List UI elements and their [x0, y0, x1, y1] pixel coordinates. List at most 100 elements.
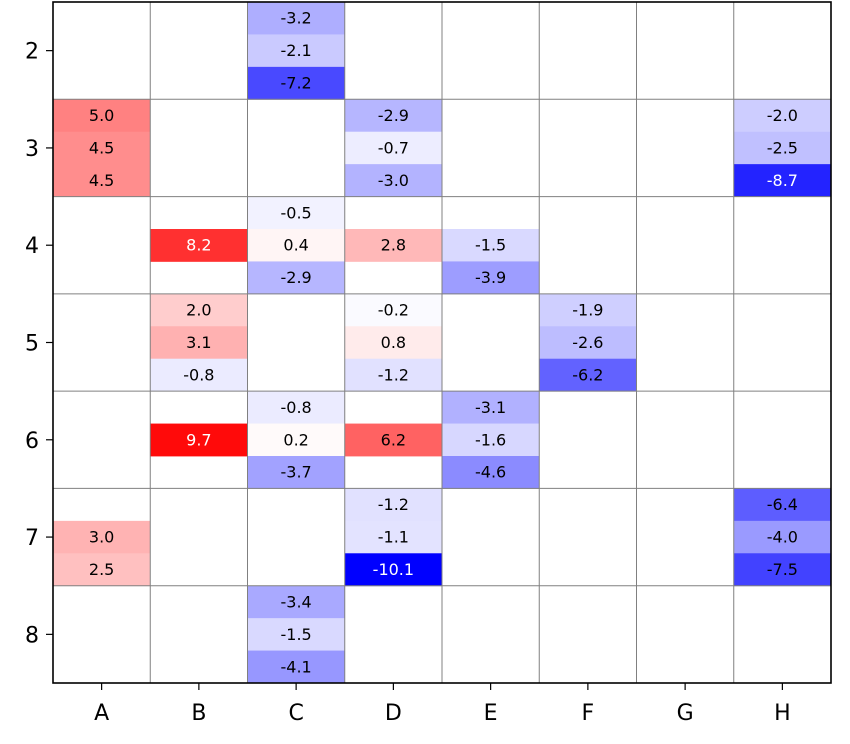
- cell-value-label: -6.4: [767, 495, 798, 514]
- x-tick-label: C: [288, 701, 303, 726]
- heatmap-cell: [442, 261, 540, 295]
- heatmap-cell: [247, 261, 345, 295]
- cell-value-label: -8.7: [767, 171, 798, 190]
- x-tick-label: E: [484, 701, 498, 726]
- cell-value-label: -0.5: [281, 203, 312, 222]
- cell-value-label: -2.9: [281, 268, 312, 287]
- heatmap-cell: [247, 456, 345, 489]
- heatmap-cell: [150, 293, 248, 327]
- cell-value-label: 3.0: [89, 528, 114, 547]
- heatmap-cell: [344, 553, 442, 587]
- heatmap-cell: [53, 99, 151, 133]
- cell-value-label: -0.2: [378, 301, 409, 320]
- heatmap-cell: [733, 164, 831, 197]
- cell-value-label: -3.1: [475, 398, 506, 417]
- heatmap-cell: [344, 488, 442, 522]
- heatmap-cell: [442, 229, 540, 262]
- y-tick-label: 4: [25, 234, 39, 259]
- cell-value-label: -2.9: [378, 106, 409, 125]
- x-axis-ticks: A B C D E F G H: [94, 683, 791, 726]
- heatmap-cell: [344, 131, 442, 165]
- grid-lines: [53, 2, 831, 683]
- cell-value-label: 8.2: [186, 236, 211, 255]
- cell-value-label: -4.1: [281, 657, 312, 676]
- heatmap-cell: [344, 99, 442, 133]
- heatmap-cell: [53, 164, 151, 197]
- heatmap-cell: [733, 99, 831, 133]
- cell-value-label: -1.9: [572, 301, 603, 320]
- heatmap-cell: [539, 358, 637, 392]
- cell-value-label: -10.1: [373, 560, 414, 579]
- cell-value-label: 2.0: [186, 301, 211, 320]
- heatmap-cell: [344, 229, 442, 262]
- x-tick-label: A: [94, 701, 109, 726]
- heatmap-cell: [733, 553, 831, 587]
- heatmap-cell: [344, 520, 442, 554]
- heatmap-cell: [53, 131, 151, 165]
- heatmap-cell: [53, 553, 151, 587]
- cells-layer: [53, 2, 831, 684]
- cell-value-label: 2.5: [89, 560, 114, 579]
- heatmap-cell: [733, 131, 831, 165]
- heatmap-cell: [344, 358, 442, 392]
- cell-value-label: 3.1: [186, 333, 211, 352]
- cell-labels: -3.2 -2.1 -7.2 5.0 4.5 4.5 -2.9 -0.7 -3.0 -2.0 -2.…: [89, 9, 798, 677]
- heatmap-cell: [150, 423, 248, 457]
- cell-value-label: -6.2: [572, 365, 603, 384]
- y-axis-ticks: 2 3 4 5 6 7 8: [25, 40, 53, 648]
- heatmap-cell: [442, 391, 540, 424]
- cell-value-label: 9.7: [186, 430, 211, 449]
- x-tick-label: B: [191, 701, 206, 726]
- y-tick-label: 8: [25, 623, 39, 648]
- cell-value-label: 0.4: [283, 236, 308, 255]
- cell-value-label: -1.2: [378, 365, 409, 384]
- heatmap-cell: [344, 164, 442, 197]
- cell-value-label: -3.9: [475, 268, 506, 287]
- heatmap-cell: [150, 229, 248, 262]
- heatmap-cell: [150, 358, 248, 392]
- x-tick-label: F: [582, 701, 595, 726]
- heatmap-cell: [344, 293, 442, 327]
- cell-value-label: -3.2: [281, 9, 312, 28]
- cell-value-label: 0.8: [381, 333, 406, 352]
- heatmap-cell: [733, 488, 831, 522]
- cell-value-label: 4.5: [89, 138, 114, 157]
- heatmap-cell: [344, 423, 442, 457]
- cell-value-label: -2.1: [281, 41, 312, 60]
- heatmap-cell: [247, 66, 345, 100]
- heatmap-cell: [344, 326, 442, 360]
- heatmap-cell: [247, 618, 345, 651]
- heatmap-cell: [150, 326, 248, 360]
- cell-value-label: -4.6: [475, 463, 506, 482]
- y-tick-label: 7: [25, 526, 39, 551]
- heatmap-cell: [247, 650, 345, 684]
- cell-value-label: -0.7: [378, 138, 409, 157]
- cell-value-label: -7.5: [767, 560, 798, 579]
- cell-value-label: -2.5: [767, 138, 798, 157]
- cell-value-label: -1.5: [475, 236, 506, 255]
- heatmap-cell: [539, 293, 637, 327]
- cell-value-label: -1.2: [378, 495, 409, 514]
- heatmap-cell: [247, 391, 345, 424]
- x-tick-label: D: [385, 701, 402, 726]
- cell-value-label: -2.0: [767, 106, 798, 125]
- cell-value-label: -3.7: [281, 463, 312, 482]
- cell-value-label: -0.8: [281, 398, 312, 417]
- cell-value-label: 5.0: [89, 106, 114, 125]
- heatmap-cell: [247, 196, 345, 230]
- cell-value-label: -2.6: [572, 333, 603, 352]
- heatmap-cell: [539, 326, 637, 360]
- heatmap-cell: [442, 456, 540, 489]
- cell-value-label: 6.2: [381, 430, 406, 449]
- cell-value-label: 2.8: [381, 236, 406, 255]
- heatmap-cell: [247, 229, 345, 262]
- cell-value-label: -4.0: [767, 528, 798, 547]
- cell-value-label: 0.2: [283, 430, 308, 449]
- cell-value-label: -0.8: [183, 365, 214, 384]
- y-tick-label: 5: [25, 332, 39, 357]
- cell-value-label: -3.4: [281, 592, 312, 611]
- heatmap-cell: [733, 520, 831, 554]
- heatmap-cell: [247, 34, 345, 68]
- y-tick-label: 2: [25, 40, 39, 65]
